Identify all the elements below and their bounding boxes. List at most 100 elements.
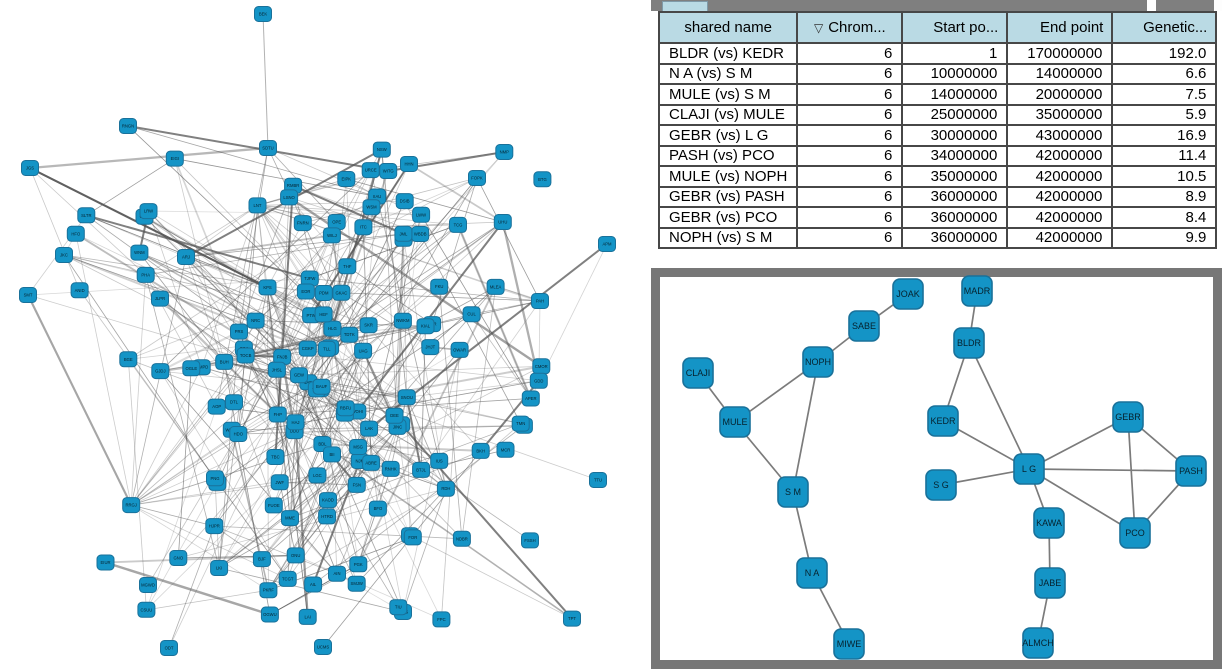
network-edge[interactable] xyxy=(160,370,338,574)
network-node-JOAK[interactable]: JOAK xyxy=(892,278,924,310)
network-edge[interactable] xyxy=(127,359,147,610)
cell-shared-name[interactable]: MULE (vs) NOPH xyxy=(657,165,799,188)
node-shape[interactable] xyxy=(55,247,73,263)
network-edge[interactable] xyxy=(29,146,269,170)
network-edge[interactable] xyxy=(238,147,269,332)
network-node[interactable]: SNOU xyxy=(397,389,416,406)
network-edge[interactable] xyxy=(185,205,258,258)
network-node[interactable]: TCGT xyxy=(278,570,297,587)
network-node-L-G[interactable]: L G xyxy=(1013,453,1045,485)
network-node[interactable]: UHU xyxy=(493,214,512,230)
network-edge[interactable] xyxy=(279,481,357,486)
network-edge[interactable] xyxy=(406,380,539,398)
network-node[interactable]: SMJW xyxy=(347,575,366,592)
network-edge[interactable] xyxy=(243,348,323,445)
network-edge[interactable] xyxy=(138,251,309,350)
cell-value[interactable]: 6 xyxy=(796,103,904,126)
network-edge[interactable] xyxy=(273,325,369,506)
cell-value[interactable]: 170000000 xyxy=(1006,42,1114,65)
cell-shared-name[interactable]: BLDR (vs) KEDR xyxy=(657,42,799,65)
cell-shared-name[interactable]: NOPH (vs) S M xyxy=(657,226,799,249)
network-node[interactable]: NSW xyxy=(372,141,391,158)
network-edge[interactable] xyxy=(325,149,383,350)
node-shape[interactable] xyxy=(925,469,957,501)
node-shape[interactable] xyxy=(1013,453,1045,485)
network-node[interactable]: FUOE xyxy=(264,497,283,514)
network-edge[interactable] xyxy=(289,350,364,519)
network-edge[interactable] xyxy=(27,294,300,376)
network-node[interactable]: HDO xyxy=(229,426,248,442)
node-shape[interactable] xyxy=(394,225,413,242)
cell-value[interactable]: 36000000 xyxy=(901,185,1009,208)
network-node-MADR[interactable]: MADR xyxy=(961,275,993,307)
network-node[interactable]: DSIB xyxy=(395,193,414,210)
node-shape[interactable] xyxy=(892,278,924,310)
node-shape[interactable] xyxy=(777,476,809,508)
network-node[interactable]: MSG xyxy=(349,439,368,455)
network-edge[interactable] xyxy=(321,334,350,445)
network-node[interactable]: MME xyxy=(281,510,299,527)
network-edge[interactable] xyxy=(268,488,447,591)
network-node[interactable]: JHJT xyxy=(421,339,440,356)
node-shape[interactable] xyxy=(395,193,414,210)
node-shape[interactable] xyxy=(160,640,178,656)
column-header-0[interactable]: shared name xyxy=(657,11,799,44)
network-edge[interactable] xyxy=(86,158,175,216)
node-shape[interactable] xyxy=(268,406,287,423)
node-shape[interactable] xyxy=(337,171,356,187)
cell-value[interactable]: 25000000 xyxy=(901,103,1009,126)
network-edge[interactable] xyxy=(438,286,463,539)
network-edge[interactable] xyxy=(128,323,433,360)
network-edge[interactable] xyxy=(218,355,246,569)
network-edge[interactable] xyxy=(257,178,347,206)
network-node[interactable]: EIGI xyxy=(165,150,184,167)
network-node[interactable]: OGLE xyxy=(182,360,201,377)
network-node[interactable]: ARJ xyxy=(177,249,195,265)
network-node[interactable]: GDD xyxy=(529,372,548,389)
network-edge[interactable] xyxy=(273,454,333,506)
network-node[interactable]: RBFU xyxy=(336,400,355,417)
network-node[interactable]: OGWU xyxy=(260,606,279,623)
node-shape[interactable] xyxy=(278,570,297,587)
network-edge[interactable] xyxy=(29,167,268,289)
network-node[interactable]: NDBR xyxy=(452,530,471,547)
cell-value[interactable]: 10.5 xyxy=(1111,165,1218,188)
network-node-S-G[interactable]: S G xyxy=(925,469,957,501)
network-node[interactable]: SKR xyxy=(359,317,378,334)
node-shape[interactable] xyxy=(314,285,333,301)
network-node[interactable]: MGWD xyxy=(139,577,157,593)
cell-value[interactable]: 6 xyxy=(796,144,904,167)
network-node[interactable]: PDM xyxy=(314,285,333,301)
network-edge[interactable] xyxy=(320,388,407,398)
node-shape[interactable] xyxy=(1034,567,1066,599)
network-edge[interactable] xyxy=(298,375,404,613)
node-shape[interactable] xyxy=(389,599,408,616)
network-edge[interactable] xyxy=(145,274,220,569)
network-edge[interactable] xyxy=(128,359,288,580)
network-edge[interactable] xyxy=(307,348,442,620)
network-node[interactable]: PGK xyxy=(349,556,368,573)
node-shape[interactable] xyxy=(403,529,422,546)
node-shape[interactable] xyxy=(471,442,490,459)
network-node[interactable]: CMOR xyxy=(532,358,551,375)
network-edge[interactable] xyxy=(336,426,398,574)
network-node[interactable]: SLTR xyxy=(77,207,96,224)
network-edge[interactable] xyxy=(289,221,338,519)
node-shape[interactable] xyxy=(354,342,373,359)
node-shape[interactable] xyxy=(347,476,366,493)
network-edge[interactable] xyxy=(29,167,80,291)
network-node[interactable]: WILJ xyxy=(322,227,341,244)
network-edge[interactable] xyxy=(257,205,337,223)
network-edge[interactable] xyxy=(408,163,504,223)
node-shape[interactable] xyxy=(323,446,341,463)
network-edge[interactable] xyxy=(79,290,216,479)
network-edge[interactable] xyxy=(298,151,505,376)
node-shape[interactable] xyxy=(328,565,346,582)
network-node-SABE[interactable]: SABE xyxy=(848,310,880,342)
network-node[interactable]: OPE xyxy=(327,214,346,230)
node-shape[interactable] xyxy=(1022,627,1054,659)
node-shape[interactable] xyxy=(96,554,115,571)
table-row[interactable]: PASH (vs) PCO 6 34000000 42000000 11.4 xyxy=(657,144,1218,167)
node-shape[interactable] xyxy=(151,363,170,380)
network-node[interactable]: RDH xyxy=(436,480,455,497)
